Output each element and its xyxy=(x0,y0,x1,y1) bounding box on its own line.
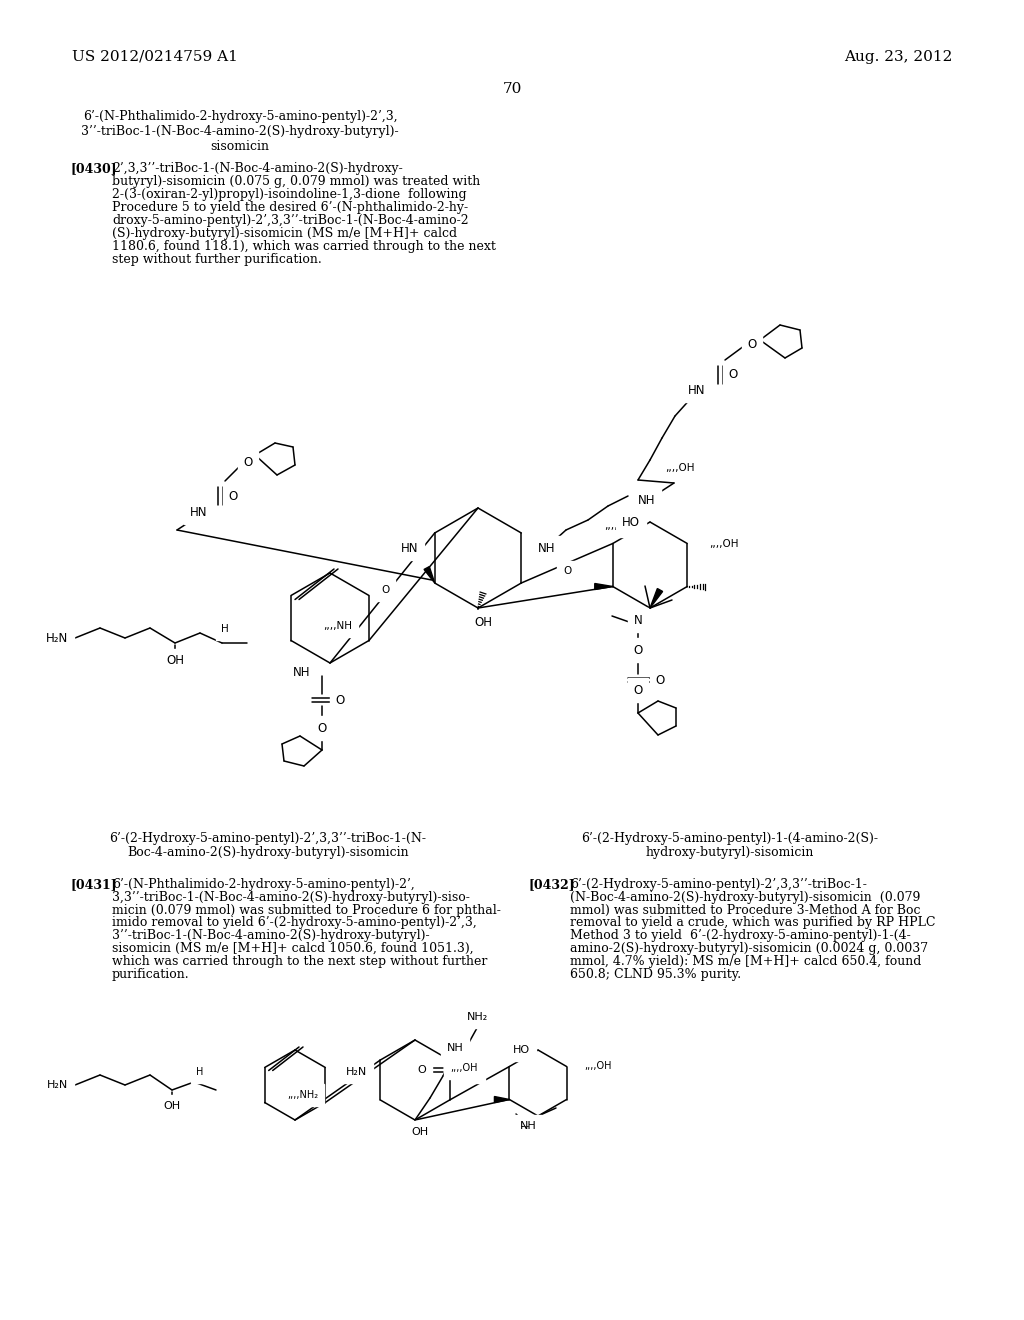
Text: OH: OH xyxy=(164,1101,180,1111)
Text: OH: OH xyxy=(474,615,492,628)
Text: O: O xyxy=(655,673,665,686)
Text: ,,,,OH: ,,,,OH xyxy=(665,463,694,473)
Text: O: O xyxy=(336,693,345,706)
Text: removal to yield a crude, which was purified by RP HPLC: removal to yield a crude, which was puri… xyxy=(570,916,936,929)
Text: H₂N: H₂N xyxy=(47,1080,68,1090)
Text: OH: OH xyxy=(412,1127,429,1137)
Text: ,,,,OH: ,,,,OH xyxy=(450,1063,477,1073)
Text: ,,,,OH: ,,,,OH xyxy=(604,521,634,531)
Text: 3’’-triBoc-1-(N-Boc-4-amino-2(S)-hydroxy-butyryl)-: 3’’-triBoc-1-(N-Boc-4-amino-2(S)-hydroxy… xyxy=(112,929,430,942)
Text: H₂N: H₂N xyxy=(46,631,68,644)
Text: O: O xyxy=(634,684,643,697)
Text: HN: HN xyxy=(189,506,207,519)
Text: HN: HN xyxy=(400,541,418,554)
Text: micin (0.079 mmol) was submitted to Procedure 6 for phthal-: micin (0.079 mmol) was submitted to Proc… xyxy=(112,904,501,916)
Text: 2-(3-(oxiran-2-yl)propyl)-isoindoline-1,3-dione  following: 2-(3-(oxiran-2-yl)propyl)-isoindoline-1,… xyxy=(112,187,467,201)
Text: [0431]: [0431] xyxy=(70,878,117,891)
Text: droxy-5-amino-pentyl)-2’,3,3’’-triBoc-1-(N-Boc-4-amino-2: droxy-5-amino-pentyl)-2’,3,3’’-triBoc-1-… xyxy=(112,214,469,227)
Text: (N-Boc-4-amino-2(S)-hydroxy-butyryl)-sisomicin  (0.079: (N-Boc-4-amino-2(S)-hydroxy-butyryl)-sis… xyxy=(570,891,921,904)
Text: 6’-(2-Hydroxy-5-amino-pentyl)-2’,3,3’’-triBoc-1-: 6’-(2-Hydroxy-5-amino-pentyl)-2’,3,3’’-t… xyxy=(570,878,867,891)
Text: sisomicin: sisomicin xyxy=(211,140,269,153)
Text: NH₂: NH₂ xyxy=(466,1012,487,1022)
Text: 3,3’’-triBoc-1-(N-Boc-4-amino-2(S)-hydroxy-butyryl)-siso-: 3,3’’-triBoc-1-(N-Boc-4-amino-2(S)-hydro… xyxy=(112,891,470,904)
Text: N̶H: N̶H xyxy=(519,1121,537,1131)
Text: HO: HO xyxy=(622,516,640,528)
Text: ,,,,NH₂: ,,,,NH₂ xyxy=(288,1090,318,1100)
Text: Method 3 to yield  6’-(2-hydroxy-5-amino-pentyl)-1-(4-: Method 3 to yield 6’-(2-hydroxy-5-amino-… xyxy=(570,929,910,942)
Text: NH: NH xyxy=(293,667,310,680)
Text: sisomicin (MS m/e [M+H]+ calcd 1050.6, found 1051.3),: sisomicin (MS m/e [M+H]+ calcd 1050.6, f… xyxy=(112,942,474,954)
Text: O: O xyxy=(317,722,327,734)
Text: O: O xyxy=(563,566,571,577)
Text: Aug. 23, 2012: Aug. 23, 2012 xyxy=(844,50,952,63)
Text: imido removal to yield 6’-(2-hydroxy-5-amino-pentyl)-2’,3,: imido removal to yield 6’-(2-hydroxy-5-a… xyxy=(112,916,477,929)
Text: 1180.6, found 118.1), which was carried through to the next: 1180.6, found 118.1), which was carried … xyxy=(112,240,496,253)
Text: O: O xyxy=(634,644,643,656)
Text: 6’-(N-Phthalimido-2-hydroxy-5-amino-pentyl)-2’,3,: 6’-(N-Phthalimido-2-hydroxy-5-amino-pent… xyxy=(83,110,397,123)
Text: [0432]: [0432] xyxy=(528,878,574,891)
Text: O: O xyxy=(244,457,253,470)
Text: H: H xyxy=(221,624,229,634)
Text: N: N xyxy=(634,614,642,627)
Text: mmol) was submitted to Procedure 3-Method A for Boc: mmol) was submitted to Procedure 3-Metho… xyxy=(570,904,921,916)
Text: ,,,,OH: ,,,,OH xyxy=(585,1061,612,1072)
Text: H₂N: H₂N xyxy=(346,1067,367,1077)
Text: 6’-(2-Hydroxy-5-amino-pentyl)-2’,3,3’’-triBoc-1-(N-: 6’-(2-Hydroxy-5-amino-pentyl)-2’,3,3’’-t… xyxy=(110,832,427,845)
Text: 6’-(N-Phthalimido-2-hydroxy-5-amino-pentyl)-2’,: 6’-(N-Phthalimido-2-hydroxy-5-amino-pent… xyxy=(112,878,415,891)
Text: 70: 70 xyxy=(503,82,521,96)
Text: [0430]: [0430] xyxy=(70,162,117,176)
Text: mmol, 4.7% yield): MS m/e [M+H]+ calcd 650.4, found: mmol, 4.7% yield): MS m/e [M+H]+ calcd 6… xyxy=(570,954,922,968)
Text: HO: HO xyxy=(513,1045,530,1055)
Text: H: H xyxy=(197,1067,204,1077)
Text: 3’’-triBoc-1-(N-Boc-4-amino-2(S)-hydroxy-butyryl)-: 3’’-triBoc-1-(N-Boc-4-amino-2(S)-hydroxy… xyxy=(81,125,398,139)
Text: O: O xyxy=(228,490,238,503)
Polygon shape xyxy=(650,589,663,609)
Text: 6’-(2-Hydroxy-5-amino-pentyl)-1-(4-amino-2(S)-: 6’-(2-Hydroxy-5-amino-pentyl)-1-(4-amino… xyxy=(582,832,879,845)
Polygon shape xyxy=(424,566,435,583)
Polygon shape xyxy=(595,583,612,590)
Text: hydroxy-butyryl)-sisomicin: hydroxy-butyryl)-sisomicin xyxy=(646,846,814,859)
Text: NH: NH xyxy=(446,1043,464,1053)
Text: NH: NH xyxy=(463,1067,480,1077)
Text: HN: HN xyxy=(687,384,705,396)
Text: purification.: purification. xyxy=(112,968,189,981)
Text: O: O xyxy=(728,368,737,381)
Text: O: O xyxy=(381,585,389,595)
Text: ,,,,NH: ,,,,NH xyxy=(324,620,352,631)
Text: Procedure 5 to yield the desired 6’-(N-phthalimido-2-hy-: Procedure 5 to yield the desired 6’-(N-p… xyxy=(112,201,468,214)
Text: O: O xyxy=(748,338,757,351)
Text: O: O xyxy=(418,1065,426,1074)
Text: amino-2(S)-hydroxy-butyryl)-sisomicin (0.0024 g, 0.0037: amino-2(S)-hydroxy-butyryl)-sisomicin (0… xyxy=(570,942,928,954)
Polygon shape xyxy=(495,1097,509,1102)
Text: which was carried through to the next step without further: which was carried through to the next st… xyxy=(112,954,487,968)
Text: Boc-4-amino-2(S)-hydroxy-butyryl)-sisomicin: Boc-4-amino-2(S)-hydroxy-butyryl)-sisomi… xyxy=(127,846,409,859)
Text: ,,,,OH: ,,,,OH xyxy=(710,539,738,549)
Text: NH: NH xyxy=(638,494,655,507)
Text: (S)-hydroxy-butyryl)-sisomicin (MS m/e [M+H]+ calcd: (S)-hydroxy-butyryl)-sisomicin (MS m/e [… xyxy=(112,227,457,240)
Text: 650.8; CLND 95.3% purity.: 650.8; CLND 95.3% purity. xyxy=(570,968,741,981)
Text: butyryl)-sisomicin (0.075 g, 0.079 mmol) was treated with: butyryl)-sisomicin (0.075 g, 0.079 mmol)… xyxy=(112,176,480,187)
Text: 2’,3,3’’-triBoc-1-(N-Boc-4-amino-2(S)-hydroxy-: 2’,3,3’’-triBoc-1-(N-Boc-4-amino-2(S)-hy… xyxy=(112,162,402,176)
Text: US 2012/0214759 A1: US 2012/0214759 A1 xyxy=(72,50,238,63)
Text: step without further purification.: step without further purification. xyxy=(112,253,322,267)
Text: OH: OH xyxy=(166,655,184,668)
Text: NH: NH xyxy=(538,541,555,554)
